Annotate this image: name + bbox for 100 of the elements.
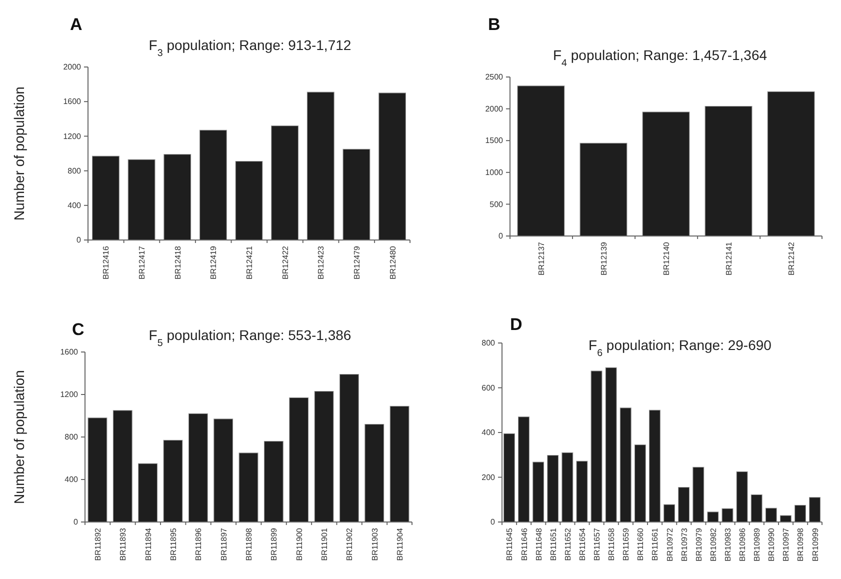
x-tick-label: BR11896: [194, 527, 204, 561]
y-tick-label: 400: [68, 200, 82, 210]
x-tick-label: BR12140: [662, 241, 671, 276]
x-tick-label: BR11652: [563, 527, 572, 561]
bar: [767, 91, 815, 236]
y-tick-label: 2000: [485, 104, 504, 114]
bar: [648, 410, 660, 522]
x-tick-label: BR11899: [270, 527, 279, 561]
x-tick-label: BR11659: [622, 527, 631, 561]
x-tick-label: BR10990: [767, 527, 776, 562]
x-tick-label: BR12480: [388, 245, 398, 280]
chart-title: F$_{3}$ population; Range: 913-1,712: [148, 37, 352, 58]
x-tick-label: BR11893: [118, 527, 128, 561]
x-tick-label: BR10999: [810, 527, 820, 562]
bar: [580, 142, 628, 236]
bar: [704, 106, 752, 236]
y-tick-label: 1600: [63, 97, 82, 106]
x-tick-label: BR12137: [536, 241, 546, 276]
chart-title: F$_{6}$ population; Range: 29-690: [588, 337, 772, 358]
x-tick-label: BR11660: [636, 527, 646, 561]
y-tick-label: 500: [490, 200, 504, 209]
x-tick-label: BR10983: [723, 527, 732, 562]
y-tick-label: 1200: [63, 132, 82, 141]
bar: [750, 494, 762, 522]
y-tick-label: 1200: [60, 390, 79, 400]
x-tick-label: BR11648: [534, 527, 544, 561]
bar: [678, 487, 690, 522]
bar: [780, 515, 792, 522]
x-tick-label: BR11645: [505, 527, 514, 561]
text: C: [72, 320, 84, 339]
x-tick-label: BR12419: [209, 245, 218, 280]
x-tick-label: BR11897: [219, 527, 228, 561]
y-tick-label: 0: [76, 236, 82, 245]
bar: [235, 160, 263, 240]
y-tick-label: 800: [68, 166, 82, 176]
y-axis-title: Number of population: [11, 370, 27, 504]
bar: [364, 424, 384, 522]
y-tick-label: 800: [482, 338, 496, 348]
x-tick-label: BR10973: [680, 527, 689, 562]
bar: [692, 466, 704, 522]
x-tick-label: BR12479: [352, 245, 362, 280]
bar: [605, 367, 617, 522]
x-tick-label: BR10989: [752, 527, 762, 562]
bar: [339, 374, 359, 522]
bar: [809, 497, 821, 522]
bar: [390, 406, 410, 522]
y-tick-label: 1500: [485, 136, 504, 146]
x-tick-label: BR11898: [244, 527, 254, 561]
x-tick-label: BR11646: [520, 527, 529, 561]
x-tick-label: BR12142: [787, 241, 796, 276]
y-tick-label: 0: [74, 518, 79, 527]
bar: [794, 504, 806, 522]
x-tick-label: BR11900: [294, 527, 304, 561]
y-tick-label: 200: [482, 472, 496, 482]
x-tick-label: BR11895: [168, 527, 178, 561]
bar: [264, 440, 284, 522]
bar: [642, 112, 690, 236]
x-tick-label: BR10986: [738, 527, 748, 562]
x-tick-label: BR12139: [599, 241, 608, 276]
text: A: [70, 15, 82, 34]
bar: [765, 508, 777, 522]
x-tick-label: BR11894: [144, 527, 153, 561]
x-tick-label: BR12421: [245, 245, 254, 280]
y-tick-label: 800: [64, 432, 79, 442]
x-tick-label: BR11901: [320, 527, 330, 561]
bar: [164, 154, 192, 240]
bar: [576, 460, 588, 522]
y-tick-label: 400: [64, 475, 79, 484]
x-tick-label: BR11902: [345, 527, 354, 561]
bar: [138, 463, 158, 522]
bar: [532, 462, 544, 522]
bar: [163, 440, 183, 522]
x-tick-label: BR11903: [370, 527, 380, 561]
bar: [736, 471, 748, 522]
x-tick-label: BR12141: [724, 241, 734, 276]
bar: [590, 370, 602, 522]
bar: [128, 159, 156, 240]
x-tick-label: BR10998: [796, 527, 806, 562]
y-tick-label: 400: [482, 428, 496, 438]
x-tick-label: BR12422: [280, 245, 290, 280]
y-tick-label: 2000: [63, 62, 82, 72]
chart-title: F$_{4}$ population; Range: 1,457-1,364: [552, 47, 768, 68]
y-tick-label: 0: [490, 518, 496, 527]
text: B: [488, 15, 500, 34]
bar: [378, 92, 406, 240]
y-tick-label: 1600: [60, 348, 79, 357]
x-tick-label: BR10972: [665, 527, 674, 562]
bar: [238, 452, 258, 522]
x-tick-label: BR11657: [592, 527, 602, 561]
bar: [88, 418, 108, 522]
bar: [517, 86, 565, 236]
bar: [634, 444, 646, 522]
x-tick-label: BR11661: [650, 527, 660, 561]
bar: [562, 452, 574, 522]
y-axis-title: Number of population: [11, 86, 27, 220]
x-tick-label: BR11892: [93, 527, 102, 561]
bar: [92, 156, 120, 240]
x-tick-label: BR12423: [316, 245, 326, 280]
x-tick-label: BR12416: [102, 245, 111, 280]
bar: [518, 416, 530, 522]
